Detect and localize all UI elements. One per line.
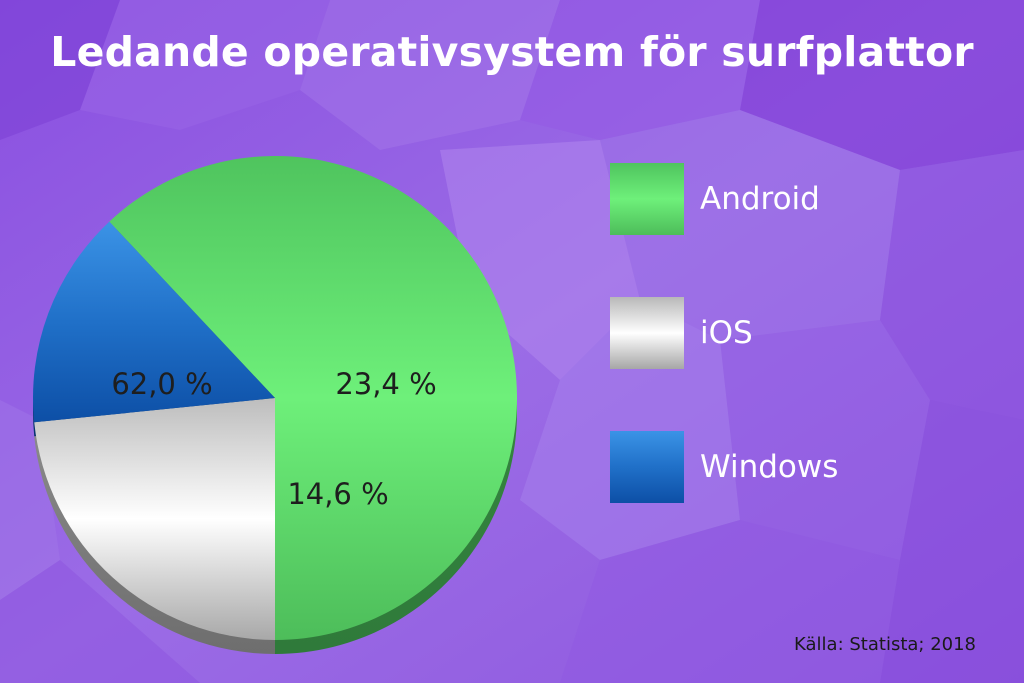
pie-slice-windows: [33, 221, 275, 423]
legend-label-android: Android: [700, 181, 820, 217]
pie-slice-android: [109, 156, 517, 640]
legend-item-ios: iOS: [610, 297, 970, 369]
chart-title: Ledande operativsystem för surfplattor: [50, 28, 974, 76]
legend-label-windows: Windows: [700, 449, 839, 485]
pie-slice-ios: [34, 398, 275, 640]
data-label-windows: 14,6 %: [287, 477, 388, 511]
legend-swatch-android: [610, 163, 684, 235]
legend-swatch-ios: [610, 297, 684, 369]
legend-item-android: Android: [610, 163, 970, 235]
legend-swatch-windows: [610, 431, 684, 503]
data-label-ios: 23,4 %: [335, 367, 436, 401]
source-note: Källa: Statista; 2018: [794, 634, 976, 655]
legend-label-ios: iOS: [700, 315, 753, 351]
data-label-android: 62,0 %: [111, 367, 212, 401]
legend-item-windows: Windows: [610, 431, 970, 503]
